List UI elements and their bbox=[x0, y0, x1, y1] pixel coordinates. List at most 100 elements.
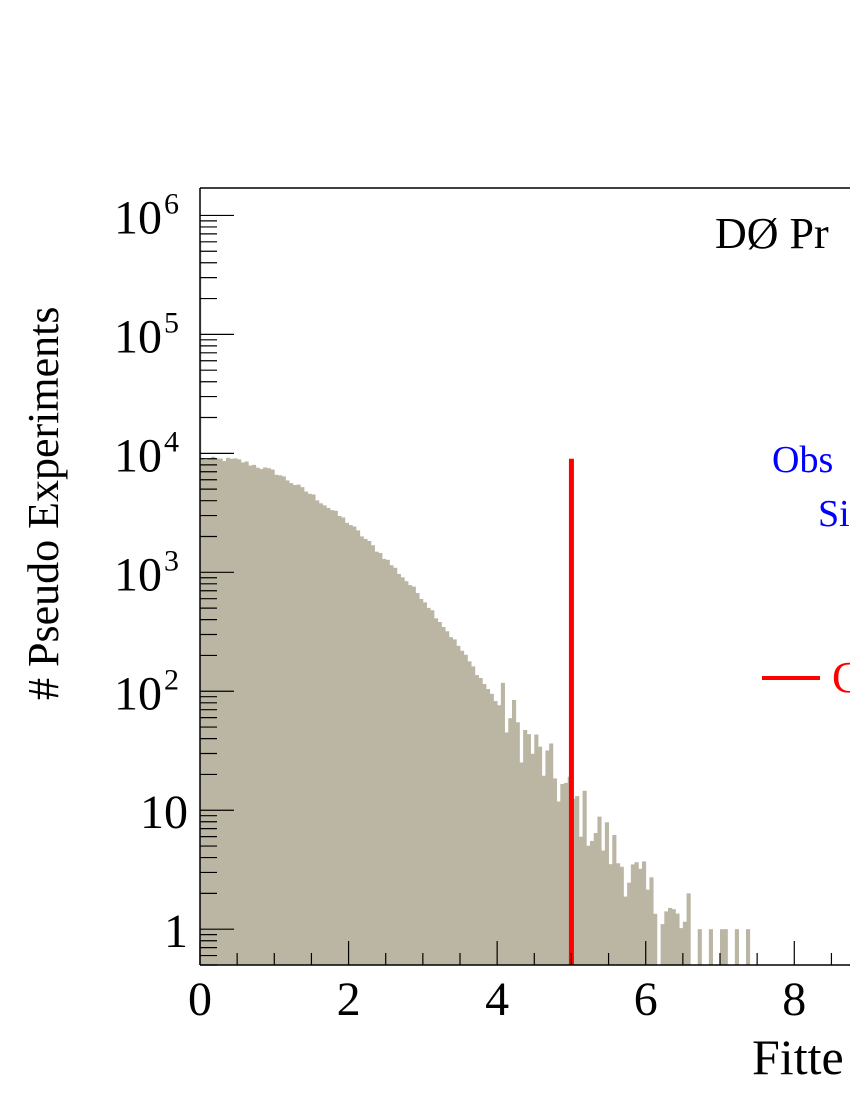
y-tick-label-exponent: 5 bbox=[164, 306, 179, 339]
y-tick-label-exponent: 6 bbox=[164, 187, 179, 220]
histogram-bin bbox=[292, 484, 297, 965]
histogram-bin bbox=[471, 666, 476, 965]
histogram-bin bbox=[530, 753, 535, 965]
histogram-bin bbox=[341, 517, 346, 965]
histogram-bin bbox=[337, 516, 342, 965]
histogram-bin bbox=[504, 732, 509, 965]
histogram-bin bbox=[578, 836, 583, 965]
x-axis-label: Fitte bbox=[752, 1029, 844, 1085]
histogram-bin bbox=[333, 510, 338, 965]
histogram-bin bbox=[541, 775, 546, 965]
histogram-bin bbox=[512, 699, 517, 965]
histogram-bin bbox=[274, 474, 279, 965]
histogram-bin bbox=[515, 722, 520, 965]
histogram-bin bbox=[500, 682, 505, 965]
histogram-bin bbox=[630, 864, 635, 965]
histogram-bin bbox=[259, 469, 264, 965]
histogram-bin bbox=[627, 882, 632, 965]
histogram-bin bbox=[441, 626, 446, 965]
histogram-bin bbox=[419, 598, 424, 965]
histogram-tail-bin bbox=[720, 929, 725, 965]
experiment-label: DØ Pr bbox=[715, 209, 829, 258]
histogram-bin bbox=[200, 458, 205, 965]
histogram-bin bbox=[586, 845, 591, 965]
histogram-bin bbox=[266, 468, 271, 965]
histogram-bin bbox=[649, 877, 654, 965]
histogram-bin bbox=[300, 487, 305, 965]
histogram-bin bbox=[463, 654, 468, 965]
histogram-bin bbox=[608, 864, 613, 965]
histogram-bin bbox=[400, 577, 405, 965]
histogram-bin bbox=[374, 551, 379, 965]
histogram-bin bbox=[590, 840, 595, 965]
histogram-bin bbox=[642, 861, 647, 965]
histogram-bin bbox=[322, 505, 327, 965]
x-tick-label: 2 bbox=[337, 973, 361, 1026]
histogram-bin bbox=[593, 832, 598, 965]
legend-line-swatch bbox=[762, 676, 820, 680]
histogram-bin bbox=[404, 581, 409, 965]
histogram-bin bbox=[270, 469, 275, 965]
histogram-bin bbox=[478, 677, 483, 965]
histogram-bin bbox=[214, 458, 219, 965]
histogram-bin bbox=[452, 639, 457, 965]
y-tick-label: 10 bbox=[114, 667, 162, 720]
histogram-bin bbox=[597, 816, 602, 965]
histogram-bin bbox=[437, 622, 442, 965]
histogram-bin bbox=[456, 645, 461, 965]
histogram-bin bbox=[682, 921, 687, 965]
histogram-bin bbox=[497, 705, 502, 965]
histogram-tail-bin bbox=[708, 929, 713, 965]
histogram-bin bbox=[545, 750, 550, 965]
histogram-bin bbox=[612, 835, 617, 965]
y-tick-label: 10 bbox=[114, 191, 162, 244]
histogram-bin bbox=[623, 896, 628, 965]
histogram-bin bbox=[616, 863, 621, 965]
histogram-bin bbox=[218, 458, 223, 965]
histogram-bin bbox=[411, 586, 416, 965]
histogram-bin bbox=[489, 693, 494, 965]
histogram-bin bbox=[482, 683, 487, 965]
histogram-bin bbox=[422, 602, 427, 965]
histogram-bin bbox=[474, 675, 479, 965]
histogram-bin bbox=[575, 796, 580, 965]
histogram-bin bbox=[538, 746, 543, 965]
histogram-bin bbox=[675, 913, 680, 965]
histogram-bin bbox=[508, 718, 513, 965]
histogram-bin bbox=[434, 618, 439, 965]
histogram-bin bbox=[307, 493, 312, 965]
histogram-bin bbox=[430, 610, 435, 965]
x-tick-label: 4 bbox=[485, 973, 509, 1026]
histogram-bin bbox=[352, 526, 357, 965]
legend-label: C bbox=[832, 653, 850, 702]
histogram-bin bbox=[356, 530, 361, 965]
histogram-bin bbox=[634, 862, 639, 965]
histogram-bin bbox=[668, 907, 673, 965]
histogram-bin bbox=[601, 850, 606, 965]
histogram-bin bbox=[526, 734, 531, 965]
histogram-bin bbox=[315, 500, 320, 965]
axes bbox=[199, 187, 850, 966]
histogram-bin bbox=[281, 476, 286, 965]
y-tick-label: 10 bbox=[114, 429, 162, 482]
histogram-bin bbox=[619, 866, 624, 965]
histogram-bin bbox=[389, 565, 394, 965]
histogram-bin bbox=[344, 522, 349, 965]
y-tick-label-exponent: 2 bbox=[164, 663, 179, 696]
histogram-bin bbox=[393, 567, 398, 965]
histogram-bin bbox=[426, 607, 431, 965]
histogram-bin bbox=[534, 734, 539, 965]
histogram-bin bbox=[564, 782, 569, 965]
histogram-bin bbox=[285, 480, 290, 965]
y-tick-label-exponent: 4 bbox=[164, 425, 179, 458]
histogram-bin bbox=[582, 790, 587, 965]
histogram-bin bbox=[367, 540, 372, 965]
histogram-bin bbox=[653, 913, 658, 965]
histogram-bin bbox=[549, 743, 554, 965]
histogram-tail-bin bbox=[686, 893, 691, 965]
x-tick-label: 0 bbox=[188, 973, 212, 1026]
histogram-bin bbox=[493, 701, 498, 965]
histogram-bin bbox=[363, 538, 368, 965]
y-tick-label: 10 bbox=[114, 310, 162, 363]
histogram-bin bbox=[348, 525, 353, 965]
